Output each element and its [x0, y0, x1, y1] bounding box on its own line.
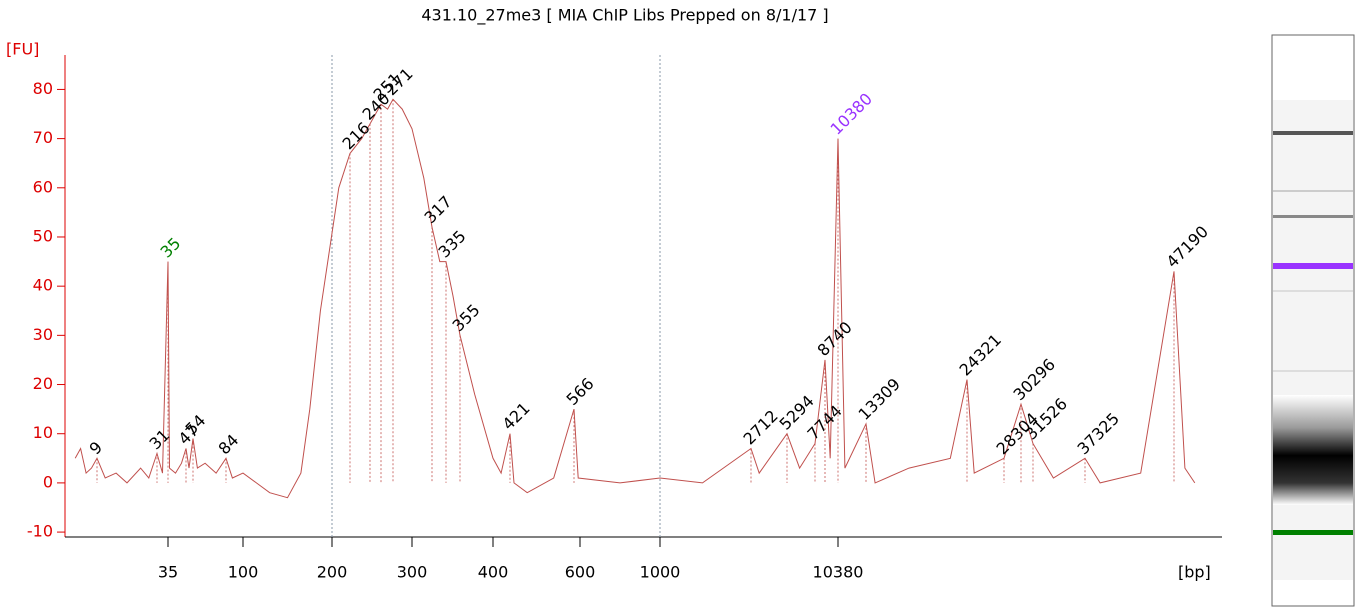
- gel-band: [1273, 263, 1353, 269]
- chart-title: 431.10_27me3 [ MIA ChIP Libs Prepped on …: [421, 6, 828, 26]
- peak-label: 24321: [956, 330, 1005, 379]
- peak-label: 2712: [740, 406, 782, 448]
- x-tick-label: 600: [565, 563, 596, 582]
- y-tick-label: 60: [33, 177, 53, 196]
- y-axis-label: [FU]: [6, 40, 39, 59]
- peak-label: 335: [435, 227, 470, 262]
- gel-band: [1273, 190, 1353, 192]
- x-tick-label: 35: [158, 563, 178, 582]
- y-tick-label: 20: [33, 374, 53, 393]
- peak-label: 216: [339, 118, 374, 153]
- peak-label: 355: [449, 300, 484, 335]
- peak-label: 47190: [1163, 222, 1212, 271]
- gel-lane: [1271, 34, 1355, 607]
- y-tick-label: 50: [33, 226, 53, 245]
- y-tick-label: 30: [33, 325, 53, 344]
- x-tick-label: 300: [397, 563, 428, 582]
- y-tick-label: 10: [33, 423, 53, 442]
- peak-label: 10380: [827, 89, 876, 138]
- gel-smear: [1273, 395, 1353, 505]
- peak-label: 30296: [1010, 355, 1059, 404]
- gel-band: [1273, 215, 1353, 218]
- y-tick-label: 0: [43, 472, 53, 491]
- x-tick-label: 1000: [640, 563, 681, 582]
- x-tick-label: 400: [478, 563, 509, 582]
- y-tick-label: 70: [33, 128, 53, 147]
- gel-band: [1273, 530, 1353, 535]
- peak-label: 566: [563, 374, 598, 409]
- trace: [74, 98, 1196, 499]
- peak-label: 37325: [1074, 409, 1123, 458]
- y-tick-label: 40: [33, 276, 53, 295]
- x-tick-label: 200: [317, 563, 348, 582]
- x-axis-label: [bp]: [1178, 563, 1211, 582]
- peak-label: 35: [157, 234, 185, 262]
- peak-label: 9: [86, 438, 107, 459]
- peak-label: 421: [499, 399, 534, 434]
- peak-label: 84: [215, 430, 243, 458]
- y-tick-label: -10: [27, 522, 53, 541]
- gel-background: [1273, 100, 1353, 580]
- y-tick-label: 80: [33, 79, 53, 98]
- peak-label: 317: [421, 192, 456, 227]
- gel-band: [1273, 370, 1353, 372]
- peak-label: 13309: [855, 374, 904, 423]
- gel-band: [1273, 290, 1353, 292]
- x-tick-label: 10380: [813, 563, 864, 582]
- peak-label: 8740: [814, 318, 856, 360]
- gel-band: [1273, 131, 1353, 135]
- x-tick-label: 100: [228, 563, 259, 582]
